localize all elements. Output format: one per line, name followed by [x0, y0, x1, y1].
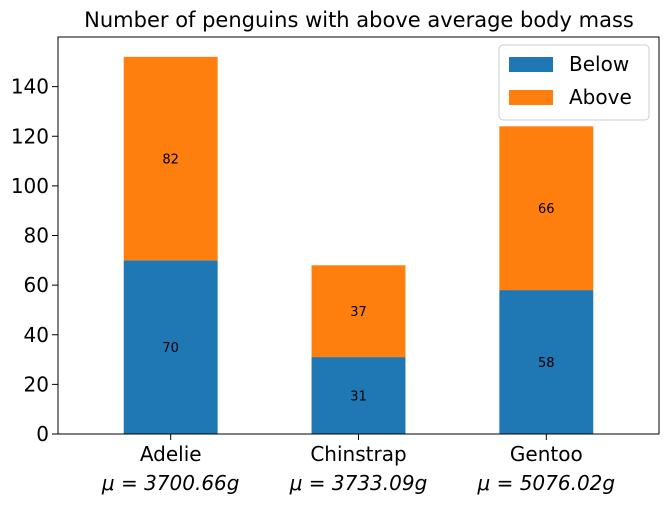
x-tick-label: Chinstrap	[310, 442, 406, 466]
bar-value-label: 66	[538, 202, 555, 217]
legend-swatch-below	[509, 57, 553, 72]
legend-label-below: Below	[569, 52, 629, 76]
bar-value-label: 82	[162, 153, 179, 168]
bar-value-label: 70	[162, 341, 179, 356]
bar-above	[123, 56, 218, 261]
x-tick-label: Adelie	[140, 442, 202, 466]
y-tick-label: 0	[36, 422, 49, 446]
x-tick-sublabel: μ = 3700.66g	[101, 471, 240, 495]
bar-above	[499, 126, 594, 291]
chart-title: Number of penguins with above average bo…	[84, 8, 634, 32]
bar-value-label: 31	[350, 390, 367, 405]
y-tick-label: 80	[24, 224, 49, 248]
legend: Below Above	[498, 44, 650, 121]
x-tick-sublabel: μ = 5076.02g	[477, 471, 616, 495]
bar-below	[311, 357, 406, 434]
y-tick-label: 60	[24, 273, 49, 297]
y-tick-label: 100	[11, 174, 49, 198]
bar-above	[311, 265, 406, 358]
plot-area: 0 20 40 60 80 100 120 140 70 82 Adelie μ = 3700.66g…	[11, 56, 616, 495]
y-tick-label: 120	[11, 124, 49, 148]
bar-below	[123, 260, 218, 434]
plot-frame	[57, 36, 660, 435]
y-tick-label: 20	[24, 372, 49, 396]
y-tick-label: 40	[24, 323, 49, 347]
bar-value-label: 37	[350, 305, 367, 320]
x-tick-sublabel: μ = 3733.09g	[289, 471, 428, 495]
legend-label-above: Above	[569, 85, 632, 109]
bar-value-label: 58	[538, 356, 555, 371]
y-tick-label: 140	[11, 75, 49, 99]
x-tick-label: Gentoo	[510, 442, 583, 466]
legend-swatch-above	[509, 90, 553, 105]
bar-below	[499, 290, 594, 434]
